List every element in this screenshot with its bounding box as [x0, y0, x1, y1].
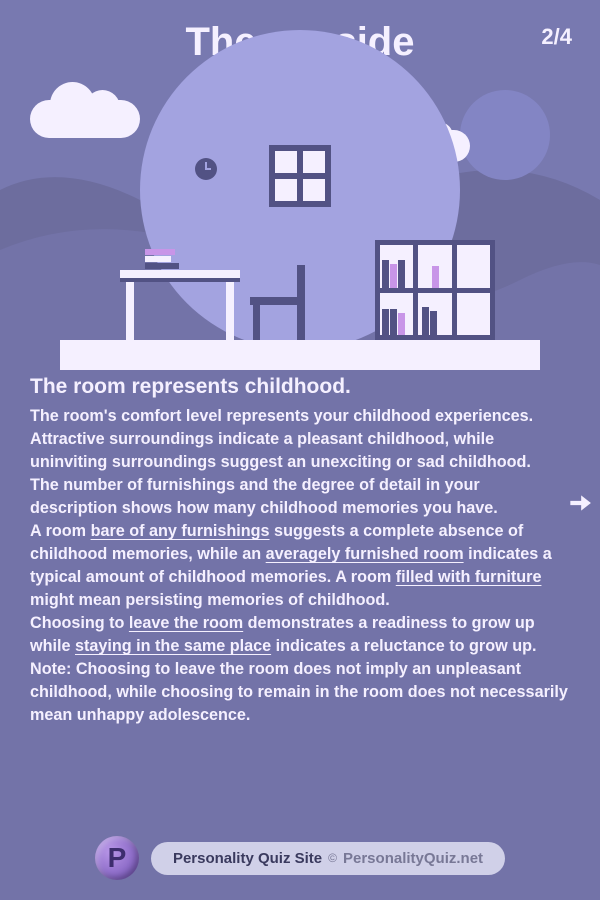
floor-icon: [60, 340, 540, 370]
books-icon: [145, 249, 179, 270]
cloud-icon: [30, 100, 140, 138]
chair-icon: [250, 265, 305, 340]
paragraph-text: The room's comfort level represents your…: [30, 407, 533, 471]
clock-icon: [195, 158, 217, 180]
site-url: PersonalityQuiz.net: [343, 850, 483, 867]
paragraph-text: A room: [30, 522, 91, 540]
site-logo[interactable]: P: [95, 836, 139, 880]
underlined-term: staying in the same place: [75, 637, 271, 655]
footer-pill[interactable]: Personality Quiz Site © PersonalityQuiz.…: [151, 842, 505, 875]
moon-icon: [460, 90, 550, 180]
site-name: Personality Quiz Site: [173, 850, 322, 867]
underlined-term: bare of any furnishings: [91, 522, 270, 540]
paragraph-text: Choosing to: [30, 614, 129, 632]
window-icon: [269, 145, 331, 207]
content-heading: The room represents childhood.: [30, 375, 570, 399]
page-indicator: 2/4: [541, 24, 572, 50]
room-illustration: [0, 50, 600, 370]
underlined-term: averagely furnished room: [266, 545, 464, 563]
copyright-symbol: ©: [328, 851, 337, 865]
underlined-term: leave the room: [129, 614, 243, 632]
paragraph-text: indicates a reluctance to grow up.: [271, 637, 536, 655]
bookshelf-icon: [375, 240, 495, 340]
paragraph-text: The number of furnishings and the degree…: [30, 476, 498, 517]
content-text: The room represents childhood. The room'…: [30, 375, 570, 727]
underlined-term: filled with furniture: [396, 568, 542, 586]
footer: P Personality Quiz Site © PersonalityQui…: [0, 836, 600, 880]
paragraph-text: Note: Choosing to leave the room does no…: [30, 660, 568, 724]
table-icon: [120, 270, 240, 340]
paragraph-text: might mean persisting memories of childh…: [30, 591, 390, 609]
